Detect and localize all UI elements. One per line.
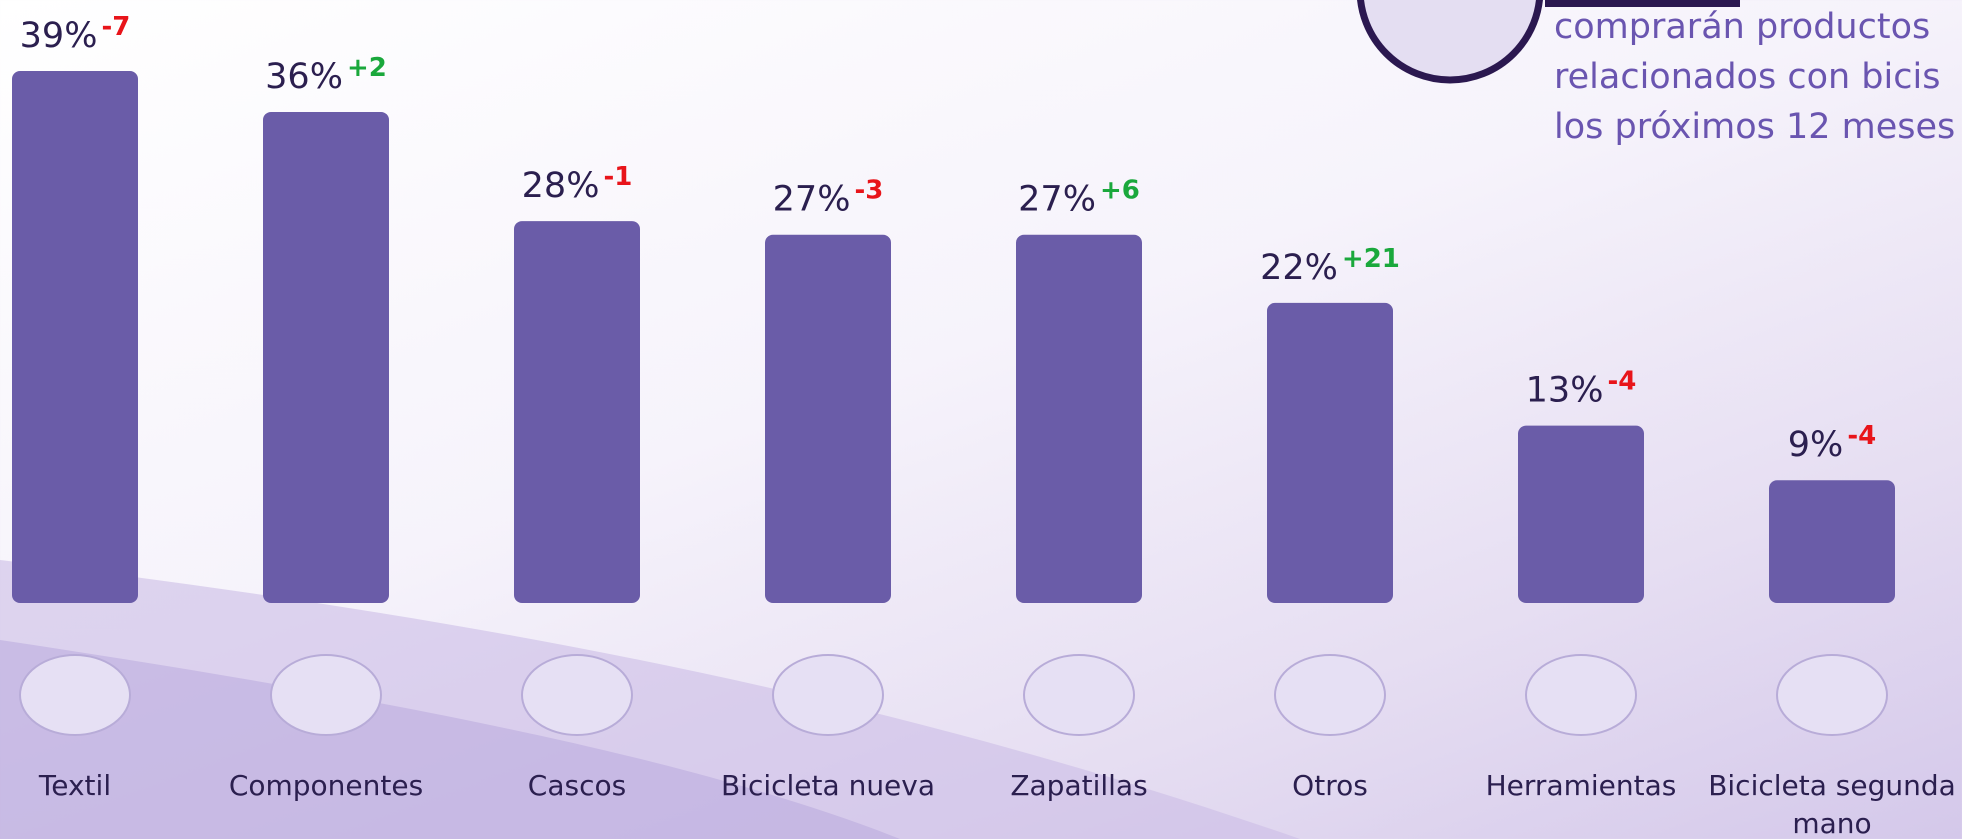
bar — [263, 111, 389, 604]
value-label: 28% -1 — [522, 162, 633, 206]
change-label: +6 — [1100, 176, 1140, 206]
note-line: los próximos 12 meses — [1554, 107, 1955, 147]
category-label: Componentes — [228, 769, 424, 802]
category-icon — [1776, 654, 1888, 736]
change-label: -7 — [101, 12, 130, 42]
category-icon — [772, 654, 884, 736]
change-label: +2 — [347, 53, 387, 83]
note-line: comprarán productos — [1554, 7, 1930, 47]
value-label: 27% +6 — [1018, 176, 1140, 220]
value-text: 39% — [20, 16, 98, 56]
header-bar — [1545, 0, 1740, 7]
change-label: -4 — [1607, 367, 1636, 397]
change-label: -4 — [1847, 421, 1876, 451]
value-label: 39% -7 — [20, 12, 131, 56]
value-text: 36% — [265, 57, 343, 97]
bar — [765, 234, 891, 603]
value-label: 27% -3 — [773, 176, 884, 220]
category-label: Textil — [38, 769, 112, 802]
value-text: 27% — [773, 180, 851, 220]
change-label: +21 — [1342, 244, 1400, 274]
category-icon — [1525, 654, 1637, 736]
bar — [1518, 425, 1644, 603]
category-label: Cascos — [527, 769, 627, 802]
category-label: Herramientas — [1485, 769, 1677, 802]
value-label: 36% +2 — [265, 53, 387, 97]
bar — [1769, 480, 1895, 603]
category-label: Bicicleta nueva — [720, 769, 936, 802]
value-label: 9% -4 — [1788, 421, 1876, 465]
category-icon — [19, 654, 131, 736]
category-icon — [270, 654, 382, 736]
value-label: 22% +21 — [1260, 244, 1400, 288]
category-label: Otros — [1292, 769, 1368, 802]
value-text: 9% — [1788, 425, 1844, 465]
value-text: 27% — [1018, 180, 1096, 220]
note-line: relacionados con bicis — [1554, 57, 1940, 97]
change-label: -3 — [854, 176, 883, 206]
value-text: 28% — [522, 166, 600, 206]
category-label: Bicicleta segunda mano — [1708, 769, 1956, 839]
category-icon — [521, 654, 633, 736]
category-label: Zapatillas — [1010, 769, 1148, 802]
category-icon — [1274, 654, 1386, 736]
category-icon — [1023, 654, 1135, 736]
bar — [1267, 302, 1393, 603]
change-label: -1 — [603, 162, 632, 192]
value-text: 13% — [1526, 371, 1604, 411]
icon-circle — [1357, 0, 1543, 84]
bar — [1016, 234, 1142, 603]
bar — [514, 221, 640, 603]
bar — [12, 71, 138, 604]
value-label: 13% -4 — [1526, 367, 1637, 411]
value-text: 22% — [1260, 248, 1338, 288]
background-swirl — [0, 640, 900, 839]
